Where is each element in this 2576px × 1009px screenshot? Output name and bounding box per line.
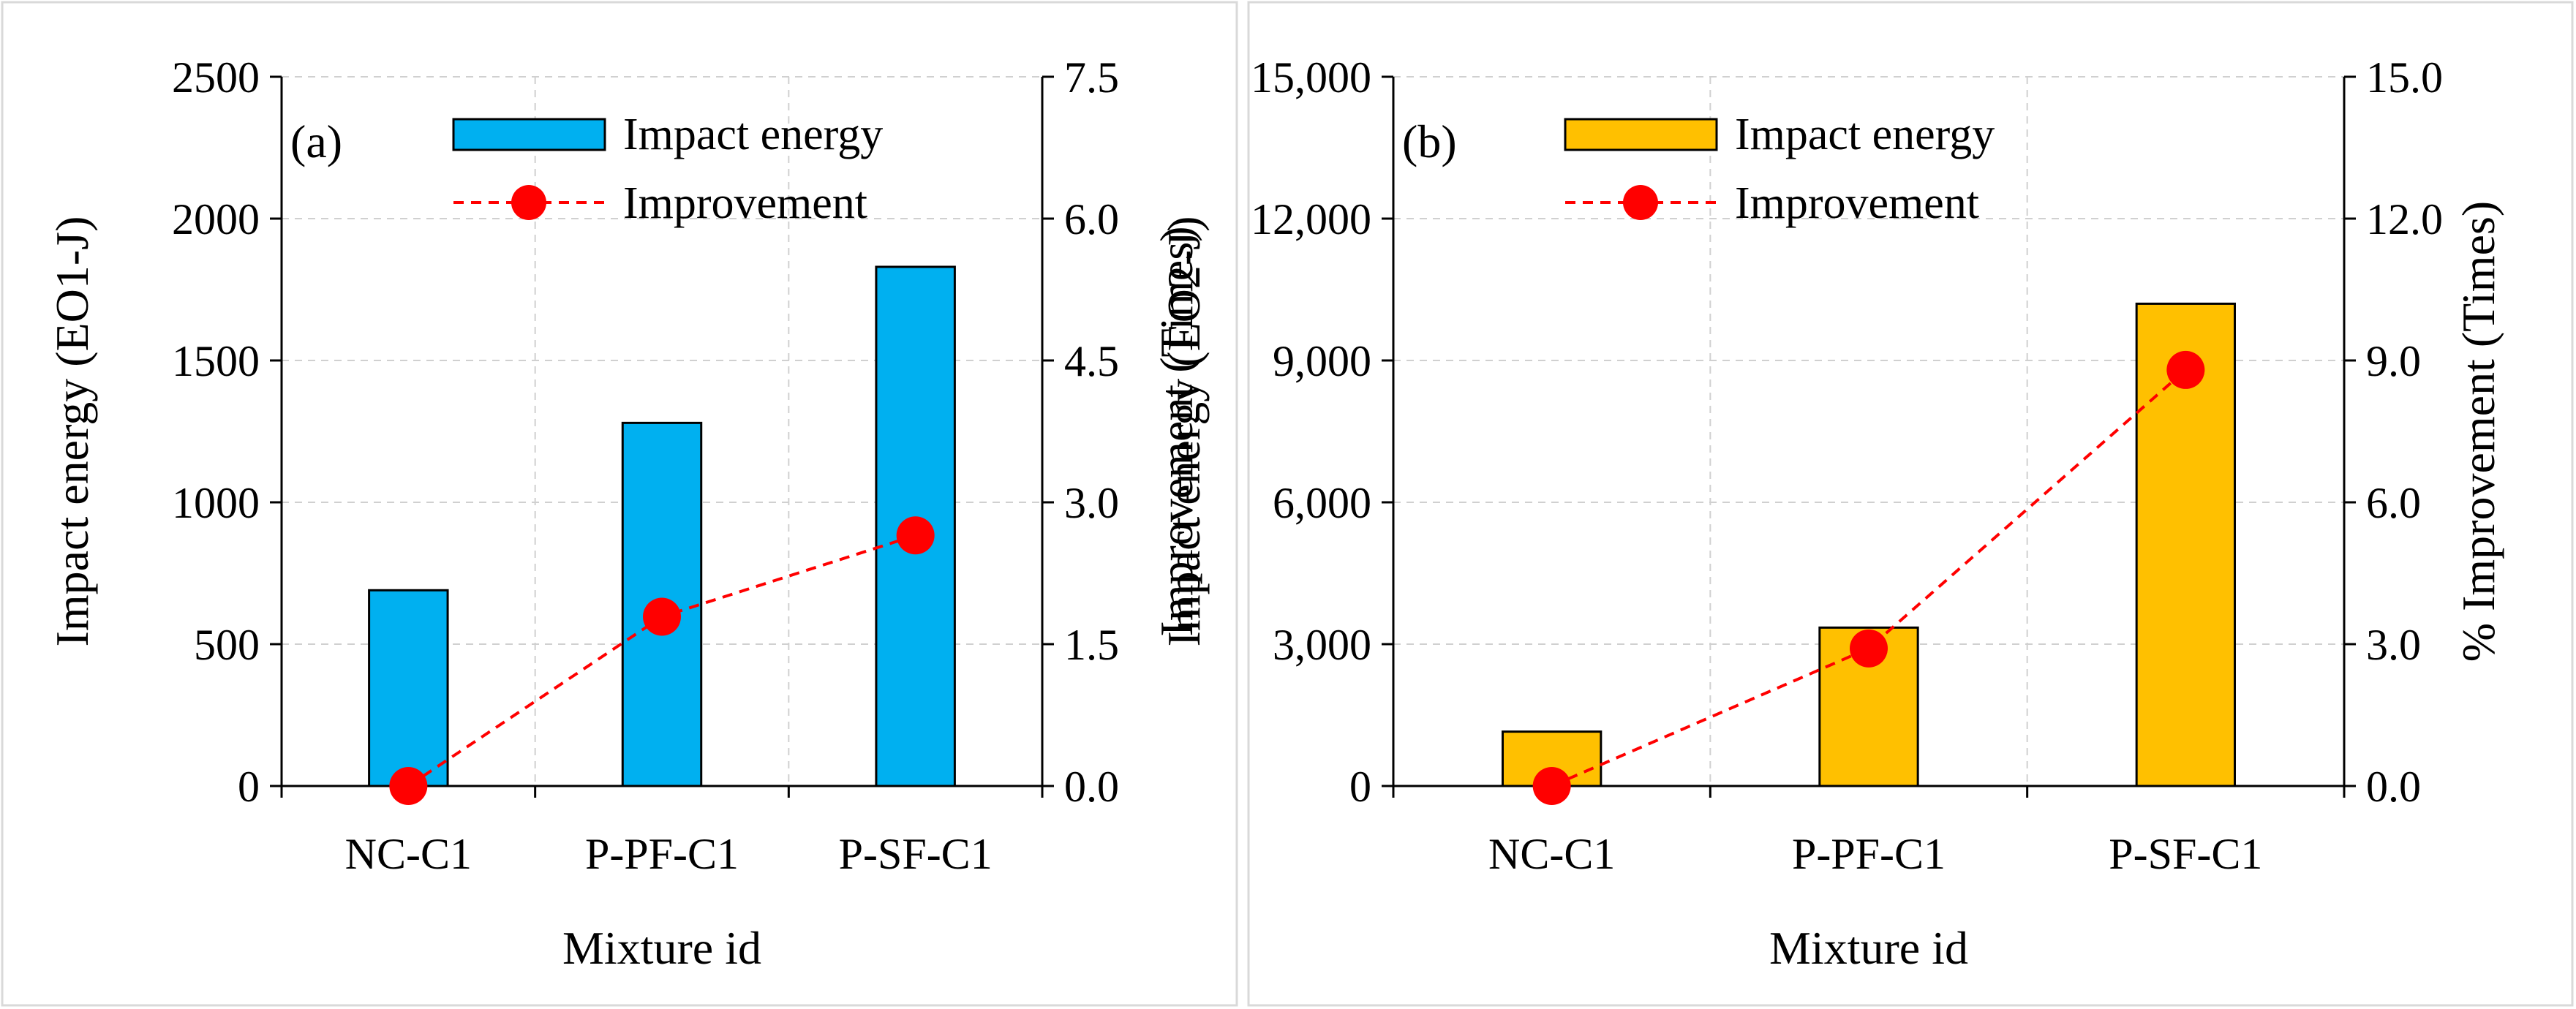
y-tick-label: 500 bbox=[194, 621, 260, 669]
y2-tick-label: 4.5 bbox=[1064, 337, 1119, 385]
y-tick-label: 1500 bbox=[172, 337, 260, 385]
y-tick-label: 3,000 bbox=[1273, 621, 1371, 669]
y2-tick-label: 3.0 bbox=[2366, 621, 2421, 669]
x-tick-label: NC-C1 bbox=[345, 830, 472, 878]
legend-swatch-bar bbox=[452, 118, 606, 151]
x-axis-title: Mixture id bbox=[562, 922, 761, 974]
improvement-point-p-pf-c1 bbox=[643, 597, 681, 636]
y2-tick-label: 6.0 bbox=[1064, 195, 1119, 243]
y-tick-label: 6,000 bbox=[1273, 479, 1371, 527]
legend-marker-line bbox=[511, 185, 546, 220]
y2-axis-title: % Improvement (Times) bbox=[2452, 201, 2504, 662]
y-tick-label: 0 bbox=[1349, 763, 1371, 811]
legend-label-bar: Impact energy bbox=[1735, 110, 1995, 159]
y2-tick-label: 0.0 bbox=[1064, 763, 1119, 811]
x-tick-label: P-SF-C1 bbox=[839, 830, 993, 878]
x-tick-label: P-SF-C1 bbox=[2109, 830, 2262, 878]
legend-label-line: Improvement bbox=[1735, 178, 1979, 228]
chart-panel-2: 0 3,000 6,000 9,000 12,000 15,000 0.0 3.0 6.0 9.0… bbox=[1158, 1, 2574, 1007]
y-axis-title: Impact energy (EO2-J) bbox=[1158, 216, 1210, 647]
panel-frame bbox=[1, 1, 1238, 1007]
y2-tick-label: 7.5 bbox=[1064, 53, 1119, 102]
y2-tick-label: 12.0 bbox=[2366, 195, 2443, 243]
chart-panel-1: 0 500 1000 1500 2000 2500 0.0 1.5 3.0 4.5 6.0 7.5 NC… bbox=[1, 1, 1238, 1007]
improvement-point-p-pf-c1 bbox=[1850, 629, 1888, 668]
legend-swatch-bar bbox=[1564, 118, 1718, 151]
y-tick-label: 9,000 bbox=[1273, 337, 1371, 385]
y2-axis-title: Improvement (Times) bbox=[1150, 226, 1202, 636]
panel-frame bbox=[1247, 1, 2574, 1007]
improvement-point-p-sf-c1 bbox=[896, 516, 935, 555]
y2-tick-label: 0.0 bbox=[2366, 763, 2421, 811]
panel-label: (b) bbox=[1402, 116, 1457, 167]
x-tick-label: P-PF-C1 bbox=[1792, 830, 1946, 878]
y2-tick-label: 9.0 bbox=[2366, 337, 2421, 385]
y2-tick-label: 1.5 bbox=[1064, 621, 1119, 669]
y-tick-label: 2000 bbox=[172, 195, 260, 243]
improvement-line bbox=[1551, 369, 2187, 787]
bar-nc-c1 bbox=[368, 589, 449, 787]
improvement-point-nc-c1 bbox=[389, 767, 428, 805]
y-tick-label: 0 bbox=[238, 763, 260, 811]
y-axis-title: Impact energy (EO1-J) bbox=[46, 216, 98, 647]
x-tick-label: NC-C1 bbox=[1488, 830, 1615, 878]
y2-tick-label: 15.0 bbox=[2366, 53, 2443, 102]
x-tick-label: P-PF-C1 bbox=[585, 830, 739, 878]
y-tick-label: 2500 bbox=[172, 53, 260, 102]
y-tick-label: 15,000 bbox=[1251, 53, 1371, 102]
legend-marker-line bbox=[1623, 185, 1658, 220]
panel-label: (a) bbox=[290, 116, 342, 167]
y2-tick-label: 3.0 bbox=[1064, 479, 1119, 527]
x-axis-title: Mixture id bbox=[1769, 922, 1968, 974]
y-tick-label: 1000 bbox=[172, 479, 260, 527]
legend-label-line: Improvement bbox=[623, 178, 867, 228]
improvement-point-nc-c1 bbox=[1532, 767, 1571, 805]
improvement-point-p-sf-c1 bbox=[2166, 350, 2205, 389]
y2-tick-label: 6.0 bbox=[2366, 479, 2421, 527]
legend-label-bar: Impact energy bbox=[623, 110, 883, 159]
y-tick-label: 12,000 bbox=[1251, 195, 1371, 243]
